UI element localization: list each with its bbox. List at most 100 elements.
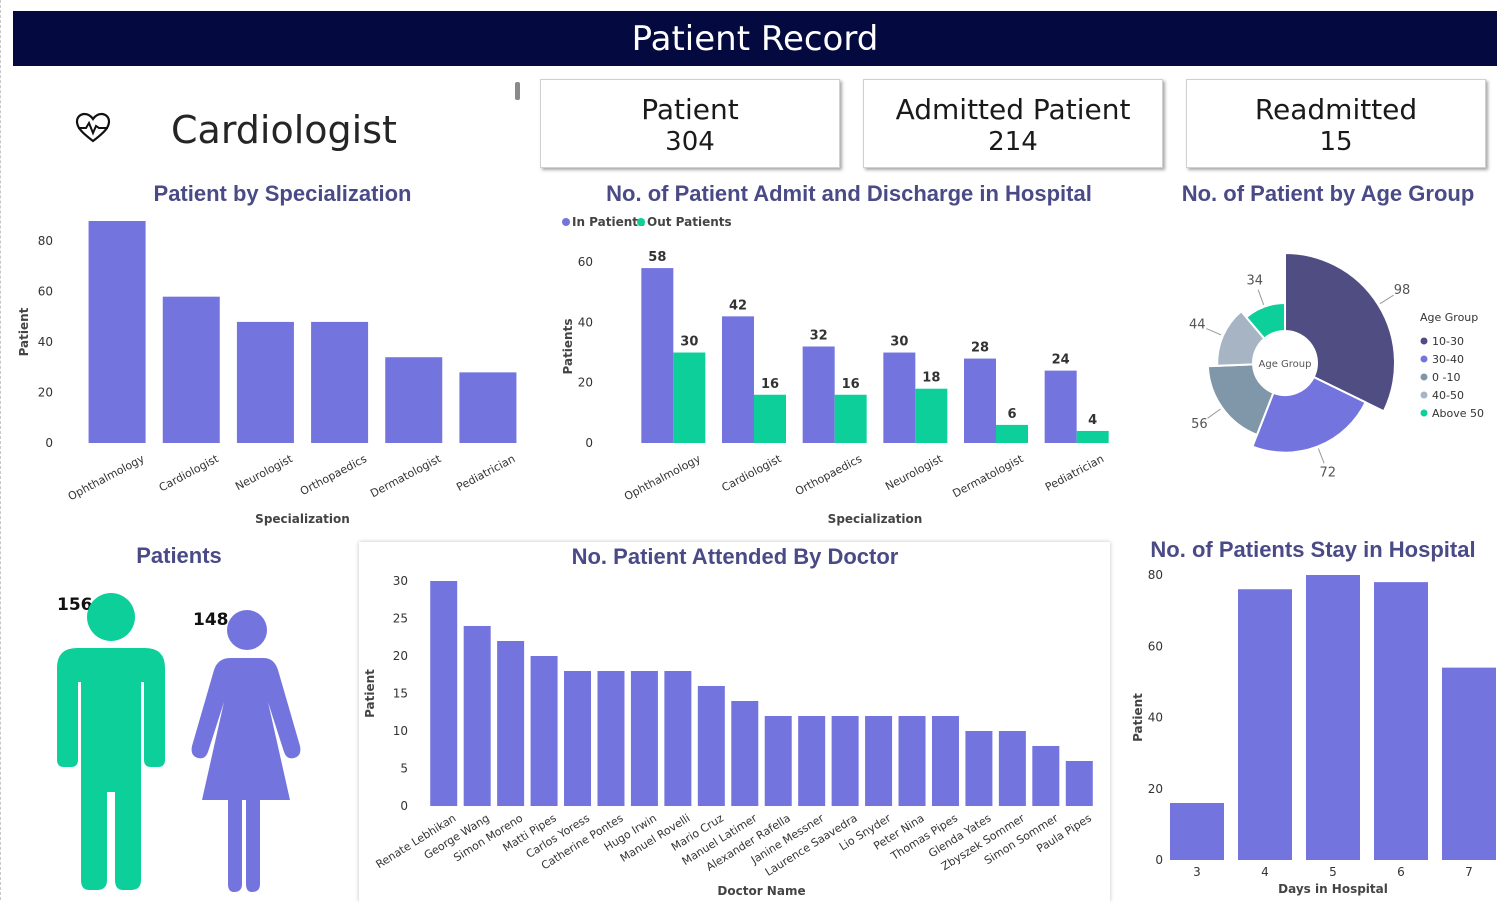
bar [162,296,220,443]
bar [898,716,926,806]
bar [430,581,458,806]
data-label: 30 [890,335,908,350]
y-tick-label: 0 [1155,853,1163,867]
page-title: Patient Record [631,18,879,59]
pie-slice [1206,363,1275,437]
bar [931,716,959,806]
legend-marker [1420,409,1428,417]
bar [1065,761,1093,806]
y-tick-label: 80 [38,234,53,248]
kpi-label: Patient [641,93,739,126]
age-chart-title: No. of Patient by Age Group [1181,181,1475,206]
y-tick-label: 20 [1148,782,1163,796]
x-tick-label: Ophthalmology [66,452,147,503]
bar [530,656,558,806]
bar [1032,746,1060,806]
bar [915,388,948,443]
kpi-card-admitted: Admitted Patient 214 [863,79,1163,168]
bar [731,701,759,806]
bar [459,372,517,443]
y-tick-label: 40 [1148,711,1163,725]
x-tick-label: 5 [1329,865,1337,879]
bar [664,671,692,806]
legend-marker [1420,391,1428,399]
y-tick-label: 0 [585,436,593,450]
left-edge-guide [0,0,1,900]
data-label: 16 [761,377,779,392]
female-person-icon [191,610,301,892]
bar [385,357,443,443]
y-axis-title: Patient [363,669,377,718]
y-tick-label: 0 [400,799,408,813]
leader-line [1207,408,1221,419]
pie-center-label: Age Group [1259,359,1312,370]
data-label: 30 [680,335,698,350]
data-label: 24 [1052,353,1070,368]
x-tick-label: Cardiologist [720,452,784,494]
x-tick-label: Orthopaedics [298,452,369,498]
x-tick-label: 6 [1397,865,1405,879]
slice-value-label: 98 [1394,283,1411,298]
x-tick-label: Pediatrician [454,452,517,494]
kpi-label: Admitted Patient [895,93,1131,126]
x-axis-title: Specialization [828,512,923,526]
scrollbar-thumb[interactable] [515,82,520,100]
legend-label: Above 50 [1432,407,1484,420]
bar [497,641,525,806]
y-tick-label: 60 [578,255,593,269]
x-tick-label: 3 [1193,865,1201,879]
y-tick-label: 80 [1148,568,1163,582]
y-tick-label: 5 [400,762,408,776]
x-tick-label: Ophthalmology [622,452,703,503]
data-label: 4 [1088,413,1097,428]
data-label: 42 [729,298,747,313]
specialization-bar-chart: 0 20 40 60 80 Ophthalmology Cardiologist Neurol… [17,221,517,526]
bar [965,731,993,806]
kpi-card-readmitted: Readmitted 15 [1186,79,1486,168]
age-group-pie-chart: 98 72 56 44 34 Age Group Age Group 10-30 30-40 0 … [1189,251,1484,481]
data-label: 18 [922,371,940,386]
bar [754,394,786,443]
bar [1442,667,1496,860]
x-axis-title: Days in Hospital [1278,882,1388,896]
bar [834,394,867,443]
bar [1170,803,1224,860]
x-tick-label: Dermatologist [368,452,444,500]
page-header: Patient Record [13,11,1497,66]
slice-value-label: 72 [1320,466,1337,481]
kpi-value: 15 [1319,127,1353,157]
x-tick-label: Cardiologist [157,452,221,494]
legend-marker-out-patients [637,218,645,226]
doctor-chart-title: No. Patient Attended By Doctor [571,544,899,569]
leader-line [1257,289,1265,305]
x-tick-label: Neurologist [883,452,945,493]
slice-value-label: 34 [1246,273,1263,288]
bar [564,671,592,806]
slice-value-label: 56 [1191,417,1208,432]
pie-slice [1284,251,1396,413]
legend-title: Age Group [1420,311,1478,324]
legend-marker [1420,355,1428,363]
bar [311,321,369,443]
kpi-card-patient: Patient 304 [540,79,840,168]
legend-label: 40-50 [1432,389,1464,402]
stay-bar-chart: 0 20 40 60 80 3 4 5 6 7 Days in Hospital Patient [1131,568,1496,896]
bar [802,346,835,443]
y-tick-label: 20 [393,649,408,663]
bar [641,268,674,443]
bar [798,716,826,806]
kpi-label: Readmitted [1254,93,1418,126]
leader-line [1206,328,1222,336]
male-count: 156 [57,595,93,615]
bar [463,626,491,806]
female-count: 148 [193,610,229,630]
bar [831,716,859,806]
stay-chart-title: No. of Patients Stay in Hospital [1150,537,1476,562]
pie-center [1255,333,1315,393]
x-axis-title: Specialization [255,512,350,526]
y-tick-label: 10 [393,724,408,738]
doctor-filter-label[interactable]: Cardiologist [171,108,397,152]
x-tick-label: 4 [1261,865,1269,879]
y-tick-label: 15 [393,687,408,701]
